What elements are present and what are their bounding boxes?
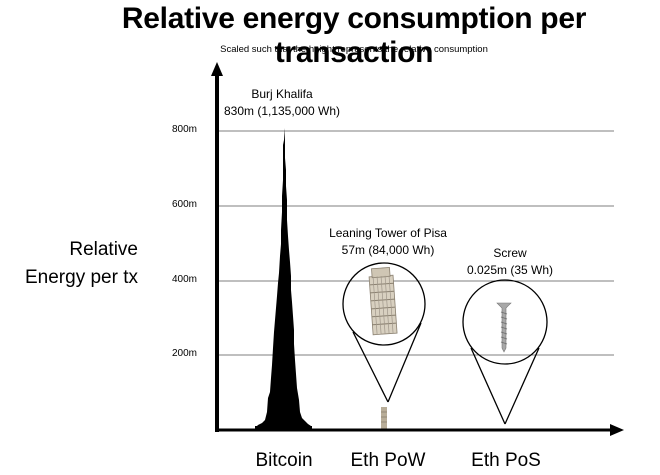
y-tick-600: 600m — [172, 199, 198, 210]
annotation-pisa: Leaning Tower of Pisa 57m (84,000 Wh) — [318, 225, 458, 259]
axes — [211, 62, 624, 436]
pisa-small-icon — [381, 407, 387, 429]
y-tick-400: 400m — [172, 274, 198, 285]
x-category-bitcoin: Bitcoin — [255, 450, 313, 471]
y-axis-label: Relative Energy per tx — [0, 236, 138, 292]
chart-subtitle: Scaled such that the height represents t… — [220, 44, 488, 55]
y-axis-label-line2: Energy per tx — [25, 267, 138, 288]
annotation-screw-detail: 0.025m (35 Wh) — [466, 263, 554, 277]
annotation-burj-khalifa: Burj Khalifa 830m (1,135,000 Wh) — [222, 86, 342, 120]
y-tick-800: 800m — [172, 124, 198, 135]
chart-title: Relative energy consumption per transact… — [121, 2, 587, 69]
annotation-burj-khalifa-detail: 830m (1,135,000 Wh) — [223, 104, 341, 118]
burj-khalifa-icon — [255, 128, 312, 429]
x-axis-arrow-icon — [610, 424, 624, 436]
annotation-screw: Screw 0.025m (35 Wh) — [455, 245, 565, 279]
y-axis-arrow-icon — [211, 62, 223, 76]
annotation-pisa-name: Leaning Tower of Pisa — [329, 226, 447, 240]
annotation-screw-name: Screw — [493, 246, 527, 260]
screw-icon — [496, 302, 512, 353]
pisa-magnifier — [342, 262, 426, 403]
y-axis-label-line1: Relative — [69, 239, 138, 260]
annotation-burj-khalifa-name: Burj Khalifa — [251, 87, 313, 101]
pisa-large-icon — [368, 267, 398, 336]
y-tick-200: 200m — [172, 348, 198, 359]
annotation-pisa-detail: 57m (84,000 Wh) — [341, 243, 435, 257]
screw-magnifier — [462, 279, 548, 425]
x-category-eth-pos: Eth PoS — [471, 450, 541, 471]
x-category-eth-pow: Eth PoW — [350, 450, 426, 471]
